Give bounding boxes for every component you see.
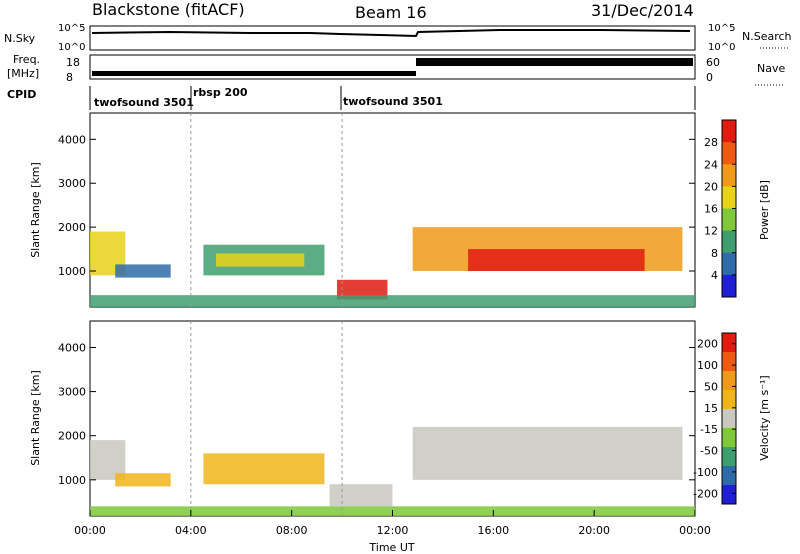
date-title: 31/Dec/2014 bbox=[591, 1, 694, 20]
freq-panel: Freq. [MHz] 18 8 60 0 Nave bbox=[7, 53, 785, 86]
colorbar-swatch-3 bbox=[722, 371, 736, 391]
colorbar-tick-label-7: -100 bbox=[693, 466, 718, 479]
nsky-tick-bottom: 10^0 bbox=[58, 42, 85, 53]
freq-tick-top: 18 bbox=[66, 56, 80, 69]
colorbar-swatch-5 bbox=[722, 208, 736, 232]
power-colorbar: 4 8 12 16 20 24 28 bbox=[704, 119, 737, 298]
freq-label-bottom: [MHz] bbox=[7, 67, 39, 80]
freq-label-top: Freq. bbox=[13, 53, 40, 66]
nsky-trace bbox=[91, 29, 691, 38]
colorbar-tick-label-4: 16 bbox=[704, 203, 718, 216]
velocity-panel: 1000 2000 3000 4000 00:00 04:00 08:00 12:00 16:… bbox=[29, 320, 711, 554]
velocity-ylabel: Slant Range [km] bbox=[29, 370, 42, 466]
colorbar-tick-label-2: 100 bbox=[697, 359, 718, 372]
beam-title: Beam 16 bbox=[355, 3, 427, 22]
velocity-colorbar: 200 100 50 15 -15 -50 -100 -200 bbox=[693, 332, 737, 505]
colorbar-swatch-6 bbox=[722, 230, 736, 254]
cpid-segment-2: rbsp 200 bbox=[193, 86, 248, 99]
colorbar-tick-label-4: 15 bbox=[704, 402, 718, 415]
cpid-label: CPID bbox=[7, 88, 36, 101]
ytick-label-1: 1000 bbox=[58, 265, 86, 278]
colorbar-tick-label-6: -50 bbox=[700, 445, 718, 458]
velocity-colorbar-label: Velocity [m s⁻¹] bbox=[758, 375, 771, 460]
colorbar-swatch-7 bbox=[722, 252, 736, 276]
scatter-region-5 bbox=[337, 279, 388, 300]
colorbar-swatch-8 bbox=[722, 466, 736, 486]
colorbar-tick-label-5: -15 bbox=[700, 423, 718, 436]
freq-trace-low bbox=[92, 71, 416, 76]
colorbar-swatch-2 bbox=[722, 142, 736, 165]
scatter-region-7 bbox=[468, 249, 645, 272]
scatter-region-4 bbox=[216, 253, 305, 267]
scatter-region-8 bbox=[90, 295, 695, 307]
nsearch-label: N.Search bbox=[742, 30, 792, 43]
xtick-label-4: 12:00 bbox=[377, 524, 409, 537]
colorbar-tick-label-1: 200 bbox=[697, 338, 718, 351]
nsky-label: N.Sky bbox=[4, 32, 36, 45]
nsearch-tick-top: 10^5 bbox=[708, 23, 735, 34]
colorbar-swatch-1 bbox=[722, 333, 736, 353]
colorbar-tick-label-3: 12 bbox=[704, 225, 718, 238]
colorbar-tick-label-8: -200 bbox=[693, 487, 718, 500]
colorbar-tick-label-7: 28 bbox=[704, 136, 718, 149]
colorbar-tick-label-1: 4 bbox=[711, 269, 718, 282]
colorbar-swatch-6 bbox=[722, 428, 736, 448]
ytick-label-2: 2000 bbox=[58, 221, 86, 234]
colorbar-frame bbox=[721, 332, 737, 505]
xtick-label-3: 08:00 bbox=[276, 524, 308, 537]
nsky-tick-top: 10^5 bbox=[58, 23, 85, 34]
power-ylabel: Slant Range [km] bbox=[29, 162, 42, 258]
freq-trace-high bbox=[416, 58, 693, 66]
ytick-label-3: 3000 bbox=[58, 386, 86, 399]
colorbar-swatch-4 bbox=[722, 186, 736, 209]
nave-label: Nave bbox=[757, 62, 785, 75]
ytick-label-3: 3000 bbox=[58, 177, 86, 190]
colorbar-swatch-8 bbox=[722, 274, 736, 298]
colorbar-swatch-5 bbox=[722, 409, 736, 429]
colorbar-tick-label-2: 8 bbox=[711, 247, 718, 260]
nsearch-tick-bottom: 10^0 bbox=[708, 42, 735, 53]
colorbar-tick-label-6: 24 bbox=[704, 158, 718, 171]
scatter-region-2 bbox=[115, 473, 171, 487]
cpid-segment-3: twofsound 3501 bbox=[343, 95, 443, 108]
station-title: Blackstone (fitACF) bbox=[92, 0, 245, 19]
power-panel: 1000 2000 3000 4000 Slant Range [km] bbox=[29, 112, 696, 308]
ytick-label-4: 4000 bbox=[58, 133, 86, 146]
colorbar-swatch-3 bbox=[722, 164, 736, 187]
power-colorbar-label: Power [dB] bbox=[758, 180, 771, 240]
time-xlabel: Time UT bbox=[368, 541, 414, 554]
colorbar-swatch-4 bbox=[722, 390, 736, 410]
freq-tick-bottom: 8 bbox=[66, 71, 73, 84]
xtick-label-1: 00:00 bbox=[74, 524, 106, 537]
cpid-segment-1: twofsound 3501 bbox=[94, 96, 194, 109]
colorbar-swatch-2 bbox=[722, 352, 736, 372]
ytick-label-2: 2000 bbox=[58, 430, 86, 443]
cpid-panel: CPID twofsound 3501 rbsp 200 twofsound 3… bbox=[7, 86, 696, 110]
colorbar-tick-label-5: 20 bbox=[704, 180, 718, 193]
scatter-region-5 bbox=[412, 426, 683, 480]
nave-tick-bottom: 0 bbox=[706, 71, 713, 84]
scatter-region-3 bbox=[203, 453, 325, 485]
colorbar-swatch-7 bbox=[722, 447, 736, 467]
xtick-label-6: 20:00 bbox=[578, 524, 610, 537]
scatter-region-4 bbox=[329, 484, 393, 507]
ytick-label-1: 1000 bbox=[58, 474, 86, 487]
xtick-label-2: 04:00 bbox=[175, 524, 207, 537]
colorbar-tick-label-3: 50 bbox=[704, 380, 718, 393]
nsky-panel: N.Sky 10^5 10^0 10^5 10^0 N.Search bbox=[4, 23, 792, 53]
colorbar-swatch-1 bbox=[722, 120, 736, 143]
nave-tick-top: 60 bbox=[706, 56, 720, 69]
scatter-region-2 bbox=[115, 264, 171, 278]
xtick-label-7: 00:00 bbox=[679, 524, 711, 537]
colorbar-swatch-9 bbox=[722, 485, 736, 505]
xtick-label-5: 16:00 bbox=[477, 524, 509, 537]
ytick-label-4: 4000 bbox=[58, 341, 86, 354]
